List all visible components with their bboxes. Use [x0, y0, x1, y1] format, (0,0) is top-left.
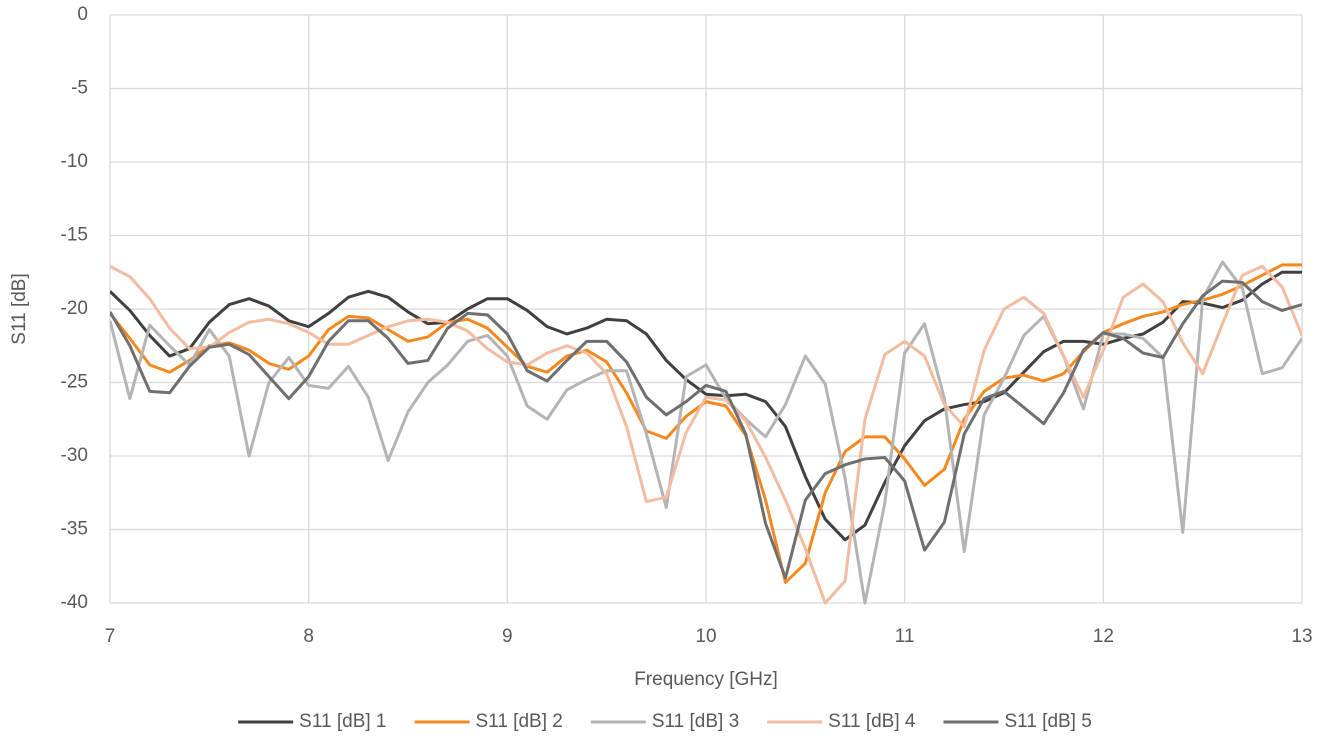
y-tick-label: -5: [71, 78, 88, 99]
y-tick-label: 0: [77, 4, 88, 25]
plot-area: [110, 260, 1302, 605]
y-axis-label: S11 [dB]: [9, 273, 30, 344]
x-tick-label: 12: [1093, 626, 1114, 647]
y-tick-label: -20: [61, 298, 88, 319]
legend-label: S11 [dB] 1: [299, 711, 386, 732]
x-tick-label: 11: [895, 626, 915, 647]
x-tick-label: 8: [303, 626, 314, 647]
legend-label: S11 [dB] 4: [828, 711, 916, 732]
x-axis-label: Frequency [GHz]: [634, 669, 778, 690]
y-tick-label: -15: [61, 225, 88, 246]
y-tick-label: -10: [61, 151, 88, 172]
series-line: [110, 279, 1302, 580]
legend-label: S11 [dB] 2: [476, 711, 563, 732]
y-tick-label: -30: [61, 445, 88, 466]
series-line: [110, 264, 1302, 605]
y-tick-label: -35: [61, 519, 88, 540]
x-tick-label: 9: [502, 626, 513, 647]
series-line: [110, 270, 1302, 542]
x-tick-label: 7: [105, 626, 116, 647]
legend-label: S11 [dB] 3: [652, 711, 739, 732]
y-tick-label: -25: [61, 372, 88, 393]
y-tick-label: -40: [61, 592, 88, 613]
x-tick-label: 10: [695, 626, 716, 647]
legend-label: S11 [dB] 5: [1004, 711, 1091, 732]
x-tick-label: 13: [1291, 626, 1312, 647]
